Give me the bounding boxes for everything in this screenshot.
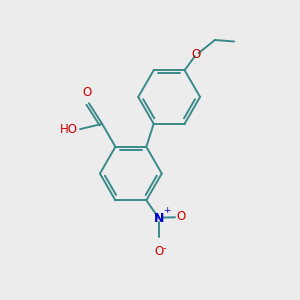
Text: O: O — [177, 210, 186, 223]
Text: N: N — [154, 212, 164, 225]
Text: -: - — [163, 243, 166, 253]
Text: O: O — [192, 48, 201, 61]
Text: O: O — [154, 245, 164, 258]
Text: HO: HO — [60, 123, 78, 136]
Text: +: + — [163, 206, 170, 214]
Text: O: O — [83, 86, 92, 99]
